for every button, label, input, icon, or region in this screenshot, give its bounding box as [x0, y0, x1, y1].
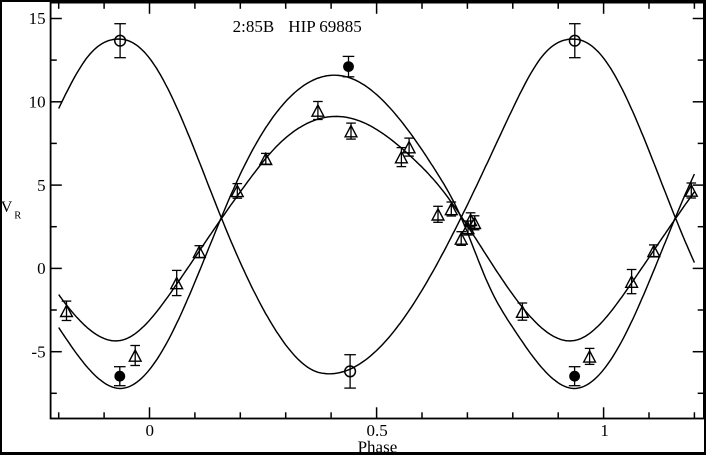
svg-text:10: 10 [29, 93, 46, 112]
svg-text:R: R [14, 211, 21, 222]
svg-text:1: 1 [600, 421, 609, 440]
svg-text:0: 0 [37, 259, 46, 278]
svg-text:Phase: Phase [358, 437, 398, 455]
svg-text:15: 15 [29, 9, 46, 28]
svg-text:5: 5 [37, 176, 46, 195]
svg-text:0: 0 [146, 421, 155, 440]
svg-text:0.5: 0.5 [366, 421, 387, 440]
svg-text:HIP 69885: HIP 69885 [288, 17, 362, 36]
svg-text:-5: -5 [31, 342, 45, 361]
svg-text:V: V [1, 199, 13, 216]
svg-text:2:85B: 2:85B [233, 17, 275, 36]
